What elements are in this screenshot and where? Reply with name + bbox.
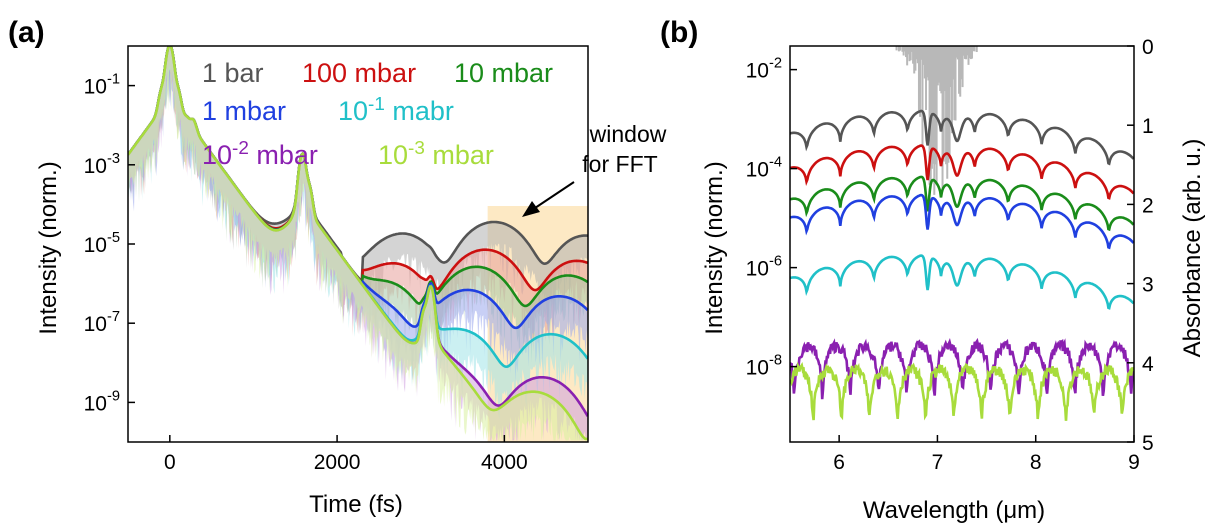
series-line-6 [128, 46, 588, 441]
legend-item-4-base: 10 [338, 96, 368, 126]
annotation-arrow-shaft [531, 181, 575, 211]
legend-item-5-suffix: mbar [249, 140, 318, 170]
y-tick-label-2: 10-5 [84, 230, 120, 257]
legend-item-3-base: 1 mbar [202, 96, 286, 126]
panel-b-curves [790, 46, 1134, 421]
b-yr-tick-label-5: 5 [1142, 432, 1154, 455]
y-tick-label-0: 10-1 [84, 72, 120, 99]
y-tick-label-1-base: 10 [84, 155, 107, 178]
b-y-tick-label-1-exp: -4 [769, 155, 782, 171]
panel-b-frame [789, 45, 1135, 443]
y-tick-label-0-exp: -1 [107, 72, 120, 88]
b-x-tick-label-2: 8 [1030, 451, 1042, 474]
b-x-tick-label-0: 6 [833, 451, 845, 474]
b-x-tick-label-1: 7 [932, 451, 944, 474]
panel-a-plot-area [128, 46, 588, 442]
y-tick-label-3-exp: -7 [107, 309, 120, 325]
y-tick-label-3-base: 10 [84, 313, 107, 336]
y-tick-label-2-base: 10 [84, 234, 107, 257]
legend-item-3: 1 mbar [202, 96, 286, 126]
spectrum-line-1 [790, 144, 1134, 200]
spectrum-line-0 [790, 109, 1134, 166]
b-x-tick-label-3: 9 [1128, 451, 1140, 474]
y-tick-label-0-base: 10 [84, 76, 107, 99]
b-yr-tick-label-0: 0 [1142, 36, 1154, 59]
b-y-tick-label-2-base: 10 [746, 258, 769, 281]
b-yr-tick-label-1: 1 [1142, 115, 1154, 138]
b-yr-tick-label-2: 2 [1142, 194, 1154, 217]
legend-item-6-exp: -3 [408, 138, 425, 159]
b-y-tick-label-0: 10-2 [746, 56, 782, 83]
x-tick-label-2: 4000 [481, 451, 528, 474]
y-tick-label-4-base: 10 [84, 392, 107, 415]
legend-item-0: 1 bar [202, 58, 264, 88]
legend-item-5-exp: -2 [232, 138, 249, 159]
series-fill-2 [128, 46, 588, 363]
b-y-tick-label-1-base: 10 [746, 159, 769, 182]
y-tick-label-1: 10-3 [84, 151, 120, 178]
b-y-tick-label-2-exp: -6 [769, 254, 782, 270]
spectrum-line-2 [790, 175, 1134, 232]
x-tick-label-1: 2000 [314, 451, 361, 474]
panel-b-label: (b) [660, 16, 698, 49]
legend-item-4: 10-1 mabr [338, 94, 454, 126]
annotation-arrow-head [522, 201, 540, 217]
annotation-line-2: for FFT [582, 151, 657, 177]
panel-b-x-axis-title: Wavelength (μm) [863, 497, 1045, 524]
legend-item-5: 10-2 mbar [202, 138, 318, 170]
b-y-tick-label-3: 10-8 [746, 353, 782, 380]
series-fill-3 [128, 46, 588, 383]
y-tick-label-2-exp: -5 [107, 230, 120, 246]
b-yr-tick-label-4: 4 [1142, 353, 1154, 376]
legend-item-1: 100 mbar [302, 58, 416, 88]
panel-b-right-y-axis-title: Absorbance (arb. u.) [1179, 139, 1206, 358]
panel-a-label: (a) [8, 16, 45, 49]
y-tick-label-4: 10-9 [84, 388, 120, 415]
legend-item-2: 10 mbar [454, 58, 553, 88]
legend-item-5-base: 10 [202, 140, 232, 170]
panel-b-plot-area [790, 46, 1134, 421]
panel-a-x-axis-title: Time (fs) [309, 491, 403, 518]
panel-a-curves [128, 46, 588, 442]
b-y-tick-label-3-base: 10 [746, 357, 769, 380]
series-fill-6 [128, 46, 588, 441]
legend-item-2-base: 10 mbar [454, 58, 553, 88]
legend-item-4-suffix: mabr [385, 96, 454, 126]
b-y-tick-label-1: 10-4 [746, 155, 782, 182]
panel-b-y-axis-title: Intensity (norm.) [701, 161, 728, 334]
b-y-tick-label-0-exp: -2 [769, 56, 782, 72]
y-tick-label-3: 10-7 [84, 309, 120, 336]
legend-item-0-base: 1 bar [202, 58, 264, 88]
b-y-tick-label-3-exp: -8 [769, 353, 782, 369]
b-y-tick-label-2: 10-6 [746, 254, 782, 281]
spectrum-line-6 [790, 361, 1134, 421]
b-yr-tick-label-3: 3 [1142, 274, 1154, 297]
panel-a-y-axis-title: Intensity (norm.) [35, 161, 62, 334]
x-tick-label-0: 0 [164, 451, 176, 474]
legend-item-1-base: 100 mbar [302, 58, 416, 88]
legend-item-6: 10-3 mbar [378, 138, 494, 170]
annotation-line-1: window [589, 121, 667, 147]
b-y-tick-label-0-base: 10 [746, 60, 769, 83]
legend-item-4-exp: -1 [368, 94, 385, 115]
y-tick-label-1-exp: -3 [107, 151, 120, 167]
legend-item-6-suffix: mbar [425, 140, 494, 170]
y-tick-label-4-exp: -9 [107, 388, 120, 404]
spectrum-line-4 [790, 254, 1134, 310]
spectrum-line-3 [790, 193, 1134, 250]
legend-item-6-base: 10 [378, 140, 408, 170]
